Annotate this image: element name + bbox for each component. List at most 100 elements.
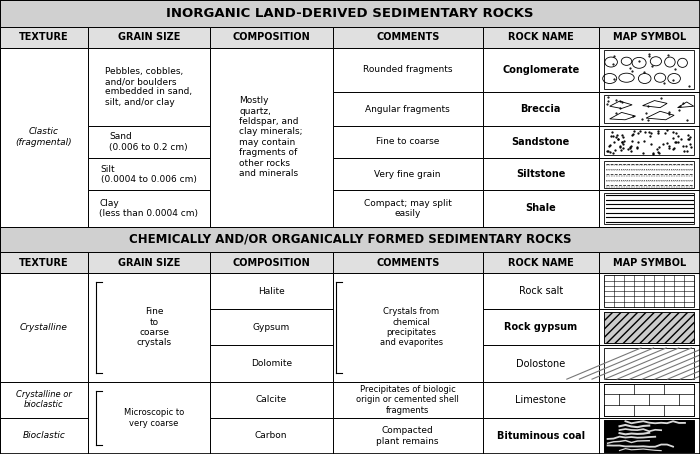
Bar (483, 27, 598, 48)
Text: Rock gypsum: Rock gypsum (504, 322, 578, 332)
Bar (0, 48, 88, 227)
Bar (88, 382, 210, 454)
Point (682, 131, 694, 138)
Point (662, 51, 673, 59)
Bar (88, 252, 210, 273)
Bar (332, 418, 483, 454)
Point (676, 135, 687, 142)
Bar (210, 126, 332, 158)
Bar (88, 418, 210, 454)
Bar (88, 382, 210, 418)
Point (612, 135, 624, 143)
Bar (332, 309, 483, 345)
Bar (483, 252, 598, 273)
Point (667, 145, 678, 152)
Bar (210, 345, 332, 382)
Bar (332, 252, 483, 273)
Text: Halite: Halite (258, 286, 285, 296)
Text: Breccia: Breccia (521, 104, 561, 114)
Text: Gypsum: Gypsum (253, 323, 290, 332)
Bar (0, 227, 700, 252)
Point (667, 76, 678, 84)
Point (632, 138, 643, 145)
Point (663, 110, 674, 117)
Bar (332, 382, 483, 418)
Text: Mostly
quartz,
feldspar, and
clay minerals;
may contain
fragments of
other rocks: Mostly quartz, feldspar, and clay minera… (239, 96, 303, 178)
Point (624, 144, 635, 152)
Point (640, 109, 652, 117)
Bar (483, 190, 598, 227)
Bar (598, 190, 700, 227)
Point (638, 138, 650, 145)
Point (617, 138, 628, 146)
Text: COMPOSITION: COMPOSITION (232, 258, 310, 268)
Bar (598, 418, 700, 454)
Bar (483, 190, 598, 227)
Bar (332, 418, 483, 454)
Text: Dolomite: Dolomite (251, 359, 292, 368)
Point (662, 127, 673, 134)
Point (664, 108, 675, 115)
Bar (88, 273, 210, 309)
Point (608, 75, 620, 83)
Point (652, 145, 663, 152)
Bar (0, 48, 88, 92)
Bar (210, 345, 332, 382)
Bar (604, 348, 694, 380)
Bar (0, 27, 88, 48)
Bar (0, 252, 88, 273)
Text: INORGANIC LAND-DERIVED SEDIMENTARY ROCKS: INORGANIC LAND-DERIVED SEDIMENTARY ROCKS (167, 7, 533, 20)
Bar (598, 126, 700, 158)
Bar (483, 345, 598, 382)
Text: COMMENTS: COMMENTS (376, 258, 440, 268)
Point (602, 97, 613, 104)
Bar (0, 273, 88, 309)
Point (616, 132, 627, 139)
Bar (88, 126, 210, 158)
Point (629, 127, 640, 134)
Point (682, 117, 693, 124)
Point (610, 109, 622, 117)
Bar (598, 382, 700, 418)
Bar (332, 158, 483, 190)
Bar (332, 273, 483, 382)
Bar (332, 27, 483, 48)
Point (610, 133, 622, 140)
Text: TEXTURE: TEXTURE (19, 32, 69, 42)
Point (645, 130, 657, 137)
Point (608, 60, 619, 68)
Point (625, 143, 636, 151)
Point (667, 134, 678, 142)
Text: ROCK NAME: ROCK NAME (508, 258, 573, 268)
Bar (88, 92, 210, 126)
Point (667, 128, 678, 136)
Bar (88, 273, 210, 382)
Text: Angular fragments: Angular fragments (365, 104, 450, 114)
Bar (0, 382, 88, 418)
Bar (0, 190, 88, 227)
Text: Sandstone: Sandstone (512, 137, 570, 147)
Point (652, 128, 664, 135)
Point (603, 148, 614, 155)
Bar (0, 418, 88, 454)
Point (646, 140, 657, 148)
Text: Precipitates of biologic
origin or cemented shell
fragments: Precipitates of biologic origin or cemen… (356, 385, 459, 415)
Bar (332, 190, 483, 227)
Text: Fine to coarse: Fine to coarse (376, 138, 440, 147)
Bar (598, 48, 700, 92)
Point (648, 150, 659, 158)
Text: Rounded fragments: Rounded fragments (363, 65, 452, 74)
Bar (210, 158, 332, 190)
Point (684, 135, 695, 143)
Bar (604, 128, 694, 155)
Bar (0, 345, 88, 382)
Point (633, 130, 644, 137)
Bar (598, 190, 700, 227)
Bar (0, 382, 88, 418)
Bar (88, 48, 210, 126)
Point (683, 83, 694, 90)
Bar (598, 27, 700, 48)
Bar (483, 418, 598, 454)
Bar (604, 311, 694, 343)
Bar (332, 190, 483, 227)
